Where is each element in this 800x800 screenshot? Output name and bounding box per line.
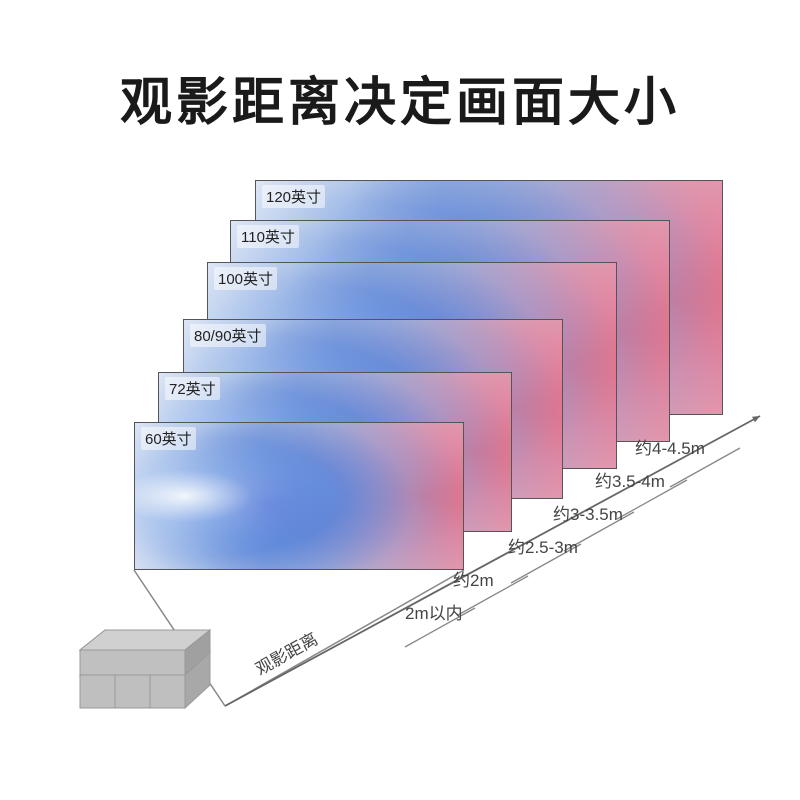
couch-icon <box>70 630 225 715</box>
distance-label-2: 约3-3.5m <box>553 500 623 525</box>
distance-label-5: 2m以内 <box>405 599 463 624</box>
diagram-stage: 120英寸110英寸100英寸80/90英寸72英寸60英寸 约4-4.5m约3… <box>0 0 800 800</box>
distance-label-0: 约4-4.5m <box>635 434 705 459</box>
distance-label-1: 约3.5-4m <box>595 467 665 492</box>
distance-label-3: 约2.5-3m <box>508 533 578 558</box>
distance-label-4: 约2m <box>453 566 494 591</box>
